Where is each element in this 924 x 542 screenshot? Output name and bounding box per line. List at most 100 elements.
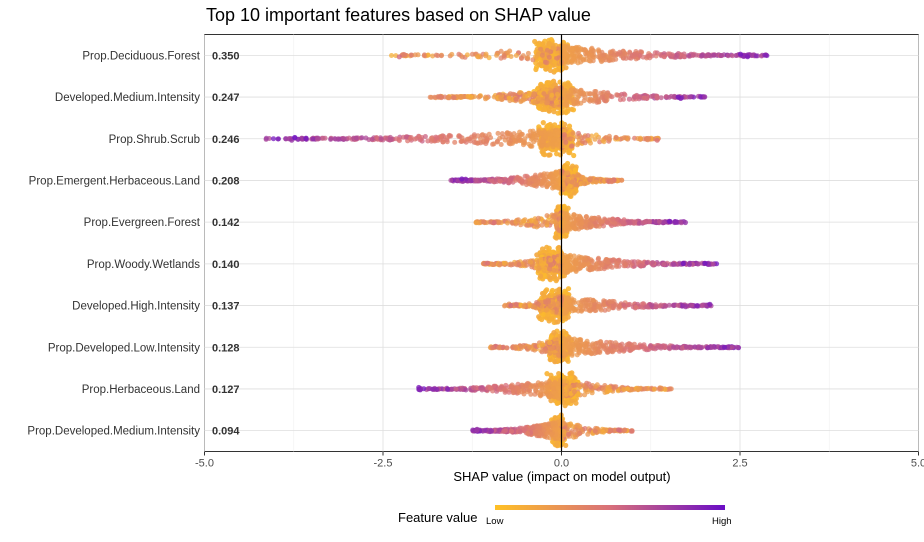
shap-point xyxy=(489,178,495,184)
shap-point xyxy=(753,53,759,59)
shap-point xyxy=(542,266,548,272)
shap-point xyxy=(341,135,346,141)
shap-point xyxy=(638,263,644,269)
shap-point xyxy=(601,139,607,145)
shap-point xyxy=(623,55,629,61)
shap-point xyxy=(589,258,595,264)
shap-point xyxy=(524,262,530,268)
shap-point xyxy=(315,135,321,141)
shap-point xyxy=(550,315,556,322)
shap-point xyxy=(421,53,427,59)
shap-point xyxy=(544,64,550,70)
shap-point xyxy=(595,97,601,103)
shap-point xyxy=(464,52,470,58)
shap-point xyxy=(517,90,523,96)
shap-point xyxy=(609,216,615,222)
shap-point xyxy=(665,51,671,57)
shap-point xyxy=(472,94,477,100)
shap-point xyxy=(508,262,514,268)
shap-point xyxy=(503,177,509,183)
shap-point xyxy=(590,216,596,222)
shap-point xyxy=(698,94,704,100)
shap-point xyxy=(556,244,562,251)
shap-point xyxy=(620,221,626,226)
shap-point xyxy=(513,53,519,58)
shap-point xyxy=(536,96,542,102)
shap-point xyxy=(502,303,507,309)
shap-point xyxy=(695,261,701,267)
shap-point xyxy=(576,226,582,232)
shap-point xyxy=(554,55,560,61)
shap-point xyxy=(276,136,281,142)
shap-point xyxy=(576,44,582,50)
shap-point xyxy=(546,245,552,251)
shap-point xyxy=(481,219,487,225)
shap-point xyxy=(396,136,402,142)
shap-point xyxy=(552,67,558,73)
shap-point xyxy=(448,177,454,183)
shap-point xyxy=(465,94,471,99)
shap-point xyxy=(555,110,561,116)
shap-point xyxy=(529,217,535,223)
shap-point xyxy=(644,260,650,266)
shap-point xyxy=(545,123,551,129)
shap-point xyxy=(508,302,514,309)
shap-point xyxy=(525,55,531,61)
shap-point xyxy=(363,135,369,141)
shap-point xyxy=(644,95,650,101)
shap-point xyxy=(566,149,572,156)
shap-point xyxy=(596,47,601,53)
shap-point xyxy=(501,260,507,266)
shap-point xyxy=(508,54,514,59)
shap-point xyxy=(710,261,716,267)
shap-point xyxy=(647,55,653,61)
shap-point xyxy=(548,262,554,268)
shap-point xyxy=(587,221,593,227)
shap-point xyxy=(589,133,595,139)
shap-point xyxy=(422,134,428,139)
shap-point xyxy=(537,90,543,96)
shap-point xyxy=(604,94,610,100)
shap-point xyxy=(516,136,522,142)
shap-point xyxy=(469,51,475,57)
shap-point xyxy=(686,261,693,268)
chart-title: Top 10 important features based on SHAP … xyxy=(206,5,591,25)
shap-point xyxy=(683,304,689,310)
shap-point xyxy=(615,51,621,57)
shap-point xyxy=(725,53,731,59)
shap-point xyxy=(555,130,561,136)
shap-point xyxy=(471,133,477,139)
shap-point xyxy=(550,128,556,134)
shap-point xyxy=(528,143,533,149)
shap-point xyxy=(563,65,569,71)
shap-point xyxy=(408,52,414,58)
shap-point xyxy=(566,123,573,129)
shap-point xyxy=(562,50,568,56)
shap-point xyxy=(687,94,693,100)
shap-point xyxy=(616,257,622,263)
shap-point xyxy=(538,142,544,148)
shap-point xyxy=(566,94,572,99)
shap-point xyxy=(396,54,402,60)
shap-point xyxy=(638,304,644,310)
shap-point xyxy=(569,143,575,149)
shap-point xyxy=(671,261,677,267)
shap-point xyxy=(533,64,540,70)
shap-point xyxy=(310,136,316,142)
shap-point xyxy=(609,264,615,270)
shap-point xyxy=(652,50,658,56)
shap-point xyxy=(499,131,505,137)
shap-point xyxy=(495,138,500,144)
shap-point xyxy=(581,98,587,104)
shap-point xyxy=(587,175,593,181)
shap-point xyxy=(457,134,463,140)
shap-point xyxy=(544,213,550,219)
shap-point xyxy=(374,135,380,140)
shap-point xyxy=(511,135,517,141)
shap-point xyxy=(475,133,481,139)
shap-point xyxy=(565,177,571,183)
shap-point xyxy=(562,211,568,217)
shap-point xyxy=(536,42,542,48)
shap-point xyxy=(538,273,544,279)
